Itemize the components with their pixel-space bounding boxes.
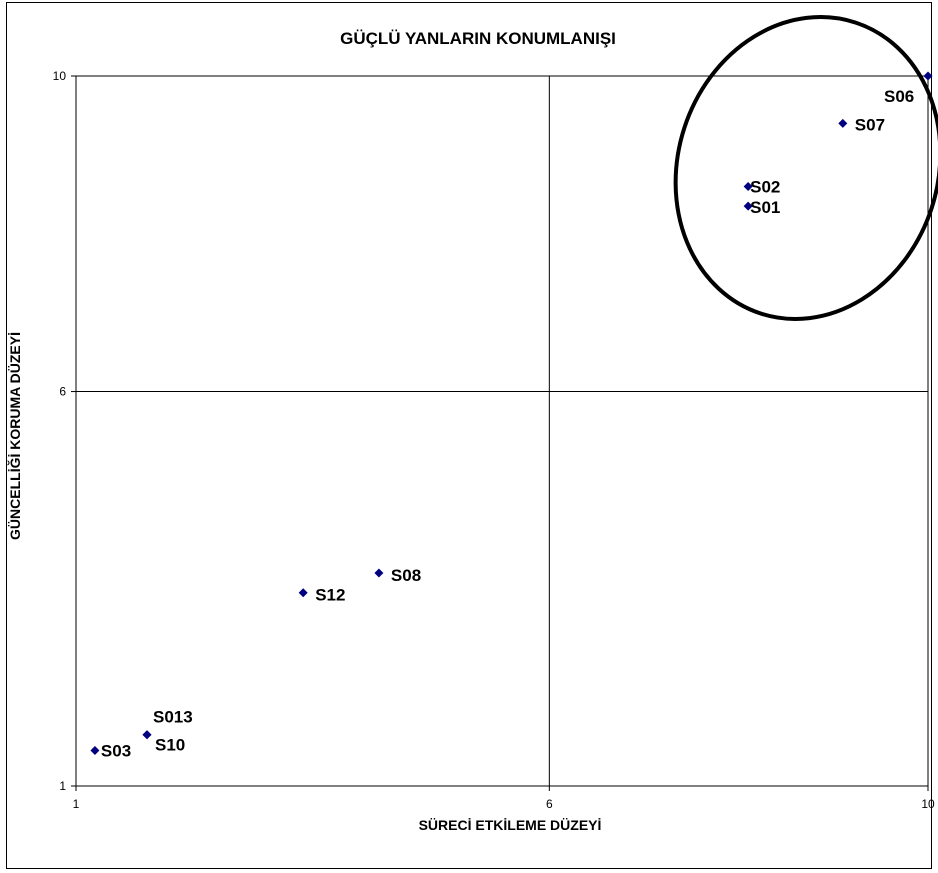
point-marker-s03 — [90, 746, 100, 755]
y-tick-label: 6 — [59, 385, 66, 399]
point-label-s01: S01 — [750, 198, 780, 217]
point-marker-s12 — [298, 588, 308, 598]
point-label-s08: S08 — [391, 566, 421, 585]
x-tick-label: 6 — [546, 797, 553, 811]
point-marker-s10 — [142, 730, 152, 740]
point-label-s03: S03 — [101, 742, 131, 761]
chart-title: GÜÇLÜ YANLARIN KONUMLANIŞI — [340, 29, 616, 48]
x-tick-label: 10 — [921, 797, 935, 811]
x-tick-label: 1 — [73, 797, 80, 811]
point-label-s02: S02 — [750, 177, 780, 196]
point-label-s12: S12 — [315, 586, 345, 605]
point-marker-s06 — [923, 71, 933, 81]
point-marker-s02 — [743, 181, 753, 191]
point-label-s013: S013 — [153, 708, 193, 727]
y-tick-label: 1 — [59, 779, 66, 793]
point-label-s10: S10 — [155, 736, 185, 755]
highlight-ellipse — [673, 15, 938, 321]
y-tick-label: 10 — [53, 69, 67, 83]
point-marker-s08 — [374, 568, 384, 578]
x-axis-label: SÜRECİ ETKİLEME DÜZEYİ — [419, 817, 602, 833]
y-axis-label: GÜNCELLİĞİ KORUMA DÜZEYİ — [6, 332, 23, 540]
point-label-s07: S07 — [855, 115, 885, 134]
point-marker-s01 — [743, 201, 753, 211]
plot-area — [75, 75, 929, 787]
point-marker-s07 — [838, 118, 848, 128]
point-label-s06: S06 — [884, 87, 914, 106]
data-points: S06 S07 S02 S01 S08 S12 S013 S10 S03 — [90, 71, 933, 761]
x-axis-ticks: 1 6 10 — [73, 786, 935, 811]
chart-frame — [6, 2, 932, 869]
